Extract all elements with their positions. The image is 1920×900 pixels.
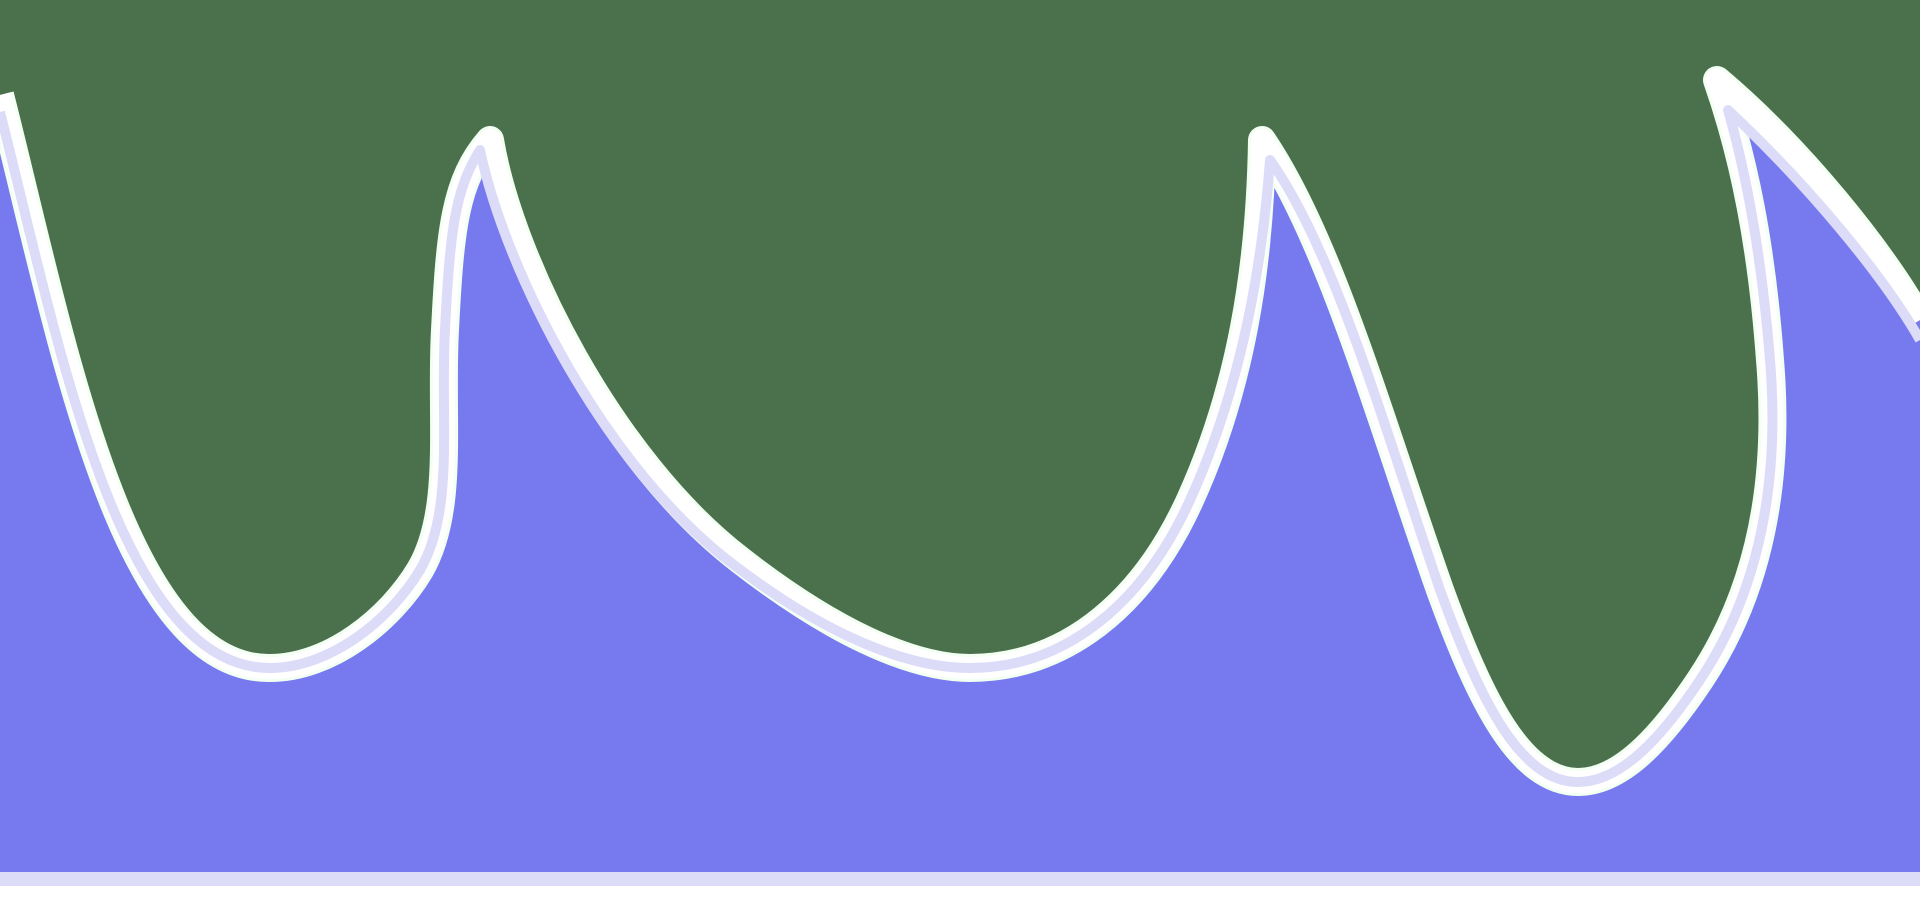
purple-wave-fill <box>0 80 1920 872</box>
bottom-white-strip <box>0 886 1920 900</box>
wave-lavender-outline <box>0 105 1920 787</box>
bottom-lavender-strip <box>0 872 1920 886</box>
